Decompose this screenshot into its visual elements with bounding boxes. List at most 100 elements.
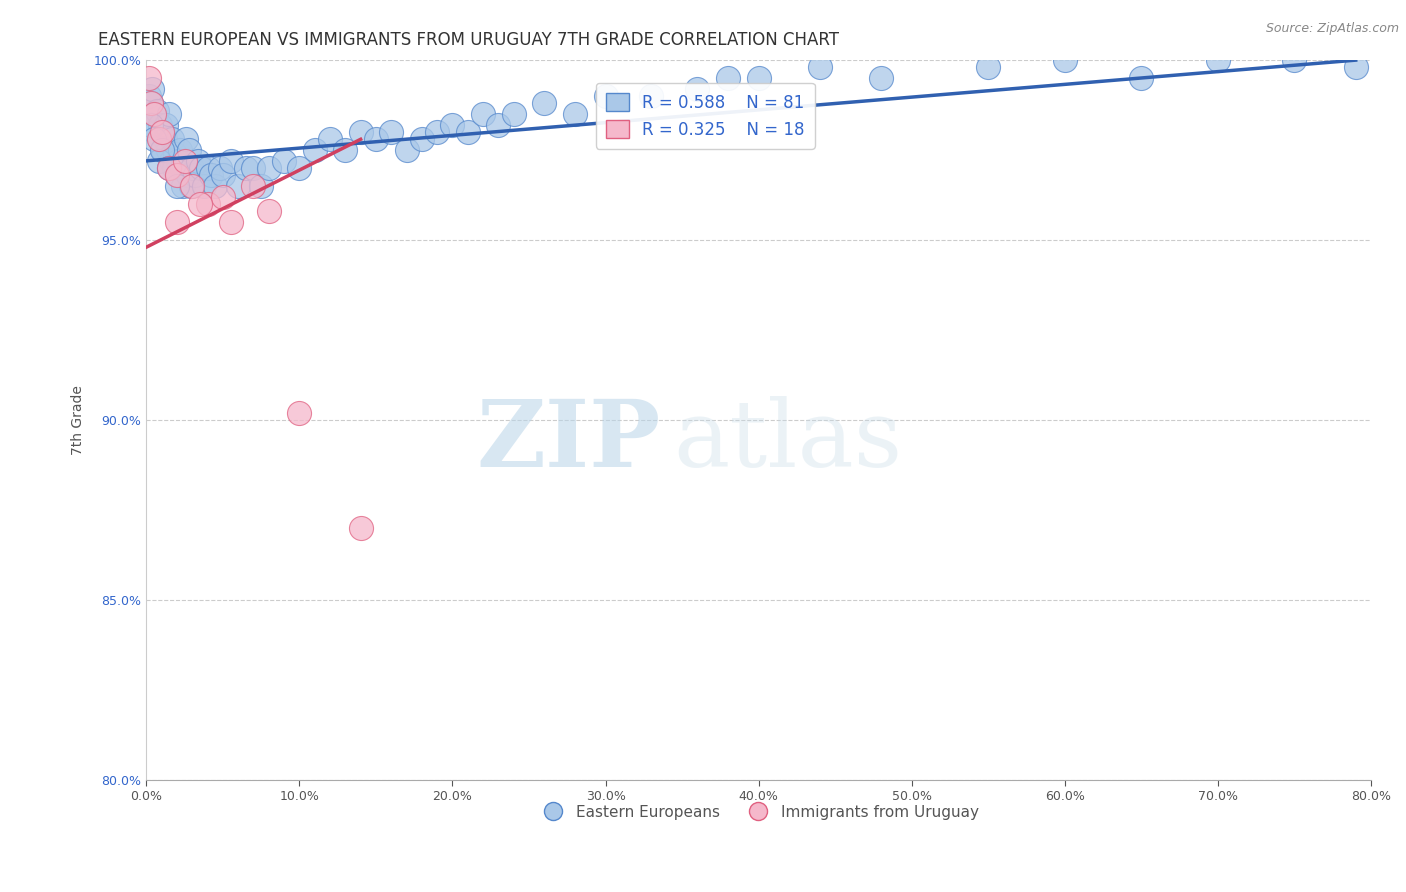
Point (184, 168, 207, 182)
Point (157, 161, 180, 175)
Point (193, 179, 215, 194)
Point (219, 153, 242, 168)
Point (257, 204, 280, 219)
Point (349, 521, 371, 535)
Point (1344, 60, 1367, 74)
Point (166, 179, 188, 194)
Point (156, 143, 179, 157)
Point (457, 125, 479, 139)
Point (319, 132, 342, 146)
Point (197, 161, 219, 175)
Point (139, 96, 162, 111)
Point (200, 168, 222, 182)
Point (212, 168, 235, 182)
Point (257, 161, 280, 175)
Text: atlas: atlas (673, 396, 903, 486)
Point (250, 179, 273, 194)
Point (870, 71, 893, 86)
Point (219, 215, 242, 229)
Point (304, 143, 326, 157)
Point (288, 406, 311, 420)
Point (187, 153, 209, 168)
Point (426, 125, 449, 139)
Point (166, 168, 188, 182)
Point (172, 179, 194, 194)
Y-axis label: 7th Grade: 7th Grade (72, 385, 86, 455)
Point (472, 107, 495, 121)
Point (208, 161, 231, 175)
Point (170, 161, 193, 175)
Point (335, 143, 357, 157)
Point (364, 132, 387, 146)
Point (179, 143, 201, 157)
Point (717, 71, 740, 86)
Text: ZIP: ZIP (477, 396, 661, 486)
Point (181, 161, 204, 175)
Point (166, 215, 188, 229)
Point (155, 118, 177, 132)
Point (1130, 71, 1153, 86)
Point (180, 179, 202, 194)
Point (173, 161, 195, 175)
Point (143, 132, 166, 146)
Point (242, 161, 264, 175)
Point (595, 89, 617, 103)
Point (139, 96, 162, 111)
Point (188, 197, 211, 211)
Point (977, 60, 1000, 74)
Point (640, 89, 662, 103)
Point (166, 168, 188, 182)
Point (564, 107, 586, 121)
Point (1053, 53, 1076, 67)
Point (808, 60, 831, 74)
Point (162, 132, 184, 146)
Point (242, 179, 264, 194)
Point (173, 153, 195, 168)
Text: Source: ZipAtlas.com: Source: ZipAtlas.com (1265, 22, 1399, 36)
Point (138, 89, 160, 103)
Point (143, 107, 166, 121)
Point (167, 153, 190, 168)
Point (148, 132, 170, 146)
Point (197, 197, 219, 211)
Point (150, 143, 173, 157)
Point (163, 161, 186, 175)
Point (148, 153, 170, 168)
Point (149, 118, 172, 132)
Point (176, 168, 198, 182)
Point (748, 71, 770, 86)
Point (411, 132, 433, 146)
Point (139, 118, 162, 132)
Point (204, 179, 226, 194)
Point (157, 107, 180, 121)
Point (138, 71, 160, 86)
Point (190, 161, 212, 175)
Point (502, 107, 524, 121)
Point (152, 143, 174, 157)
Point (174, 132, 197, 146)
Point (273, 153, 295, 168)
Point (146, 103, 169, 118)
Point (533, 96, 555, 111)
Point (395, 143, 418, 157)
Point (159, 153, 181, 168)
Point (157, 161, 180, 175)
Point (141, 82, 163, 96)
Point (145, 125, 167, 139)
Text: EASTERN EUROPEAN VS IMMIGRANTS FROM URUGUAY 7TH GRADE CORRELATION CHART: EASTERN EUROPEAN VS IMMIGRANTS FROM URUG… (98, 31, 839, 49)
Point (380, 125, 402, 139)
Legend: Eastern Europeans, Immigrants from Uruguay: Eastern Europeans, Immigrants from Urugu… (531, 798, 986, 826)
Point (150, 125, 173, 139)
Point (150, 125, 173, 139)
Point (288, 161, 311, 175)
Point (226, 179, 249, 194)
Point (235, 161, 257, 175)
Point (148, 132, 170, 146)
Point (686, 82, 709, 96)
Point (153, 132, 176, 146)
Point (349, 125, 371, 139)
Point (1206, 53, 1229, 67)
Point (1284, 53, 1306, 67)
Point (441, 118, 464, 132)
Point (165, 146, 187, 161)
